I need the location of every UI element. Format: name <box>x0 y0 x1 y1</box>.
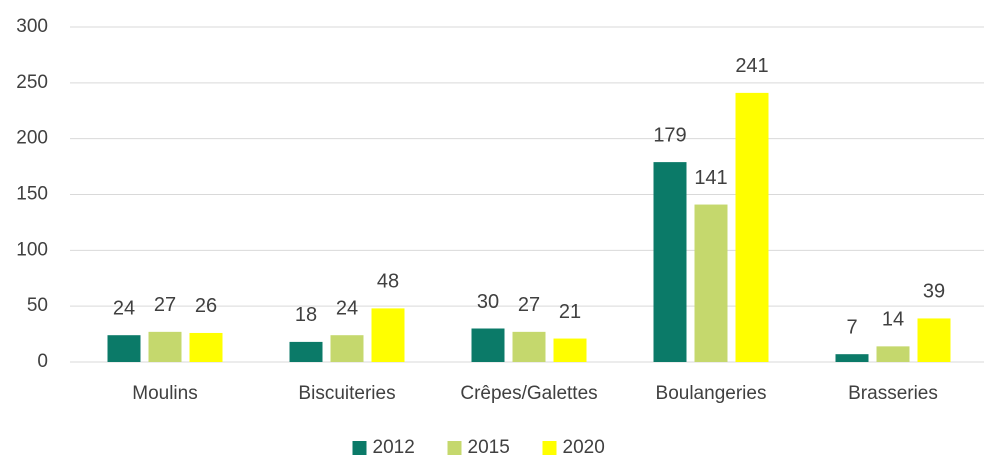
y-tick-label: 200 <box>16 128 48 149</box>
bar <box>835 354 869 362</box>
legend-swatch <box>352 441 367 455</box>
legend-swatch <box>542 441 557 455</box>
bar <box>107 335 141 362</box>
bar <box>189 332 223 362</box>
value-label: 26 <box>195 295 217 317</box>
legend-label: 2015 <box>468 437 510 458</box>
legend-label: 2020 <box>563 437 605 458</box>
bar <box>876 346 910 362</box>
x-tick-label: Boulangeries <box>656 383 767 404</box>
bar <box>289 341 323 362</box>
legend-label: 2012 <box>373 437 415 458</box>
bar <box>553 338 587 362</box>
value-label: 7 <box>846 316 857 338</box>
y-tick-label: 150 <box>16 184 48 205</box>
bar <box>694 204 728 362</box>
value-label: 21 <box>559 301 581 323</box>
legend-swatch <box>447 441 462 455</box>
y-tick-label: 100 <box>16 239 48 260</box>
value-label: 24 <box>336 297 358 319</box>
y-tick-label: 50 <box>27 295 48 316</box>
bar <box>653 162 687 362</box>
value-label: 24 <box>113 297 135 319</box>
value-label: 241 <box>735 55 768 77</box>
value-label: 179 <box>653 124 686 146</box>
value-label: 30 <box>477 291 499 313</box>
y-tick-label: 0 <box>37 351 48 372</box>
value-label: 141 <box>694 167 727 189</box>
value-label: 18 <box>295 304 317 326</box>
bar <box>371 308 405 362</box>
y-tick-label: 250 <box>16 72 48 93</box>
x-tick-label: Biscuiteries <box>298 383 395 404</box>
value-label: 27 <box>154 294 176 316</box>
value-label: 14 <box>882 309 904 331</box>
bar <box>917 318 951 362</box>
x-tick-label: Crêpes/Galettes <box>460 383 597 404</box>
bar <box>512 331 546 362</box>
bar <box>471 328 505 362</box>
bar <box>735 92 769 362</box>
y-tick-label: 300 <box>16 16 48 37</box>
bar <box>330 335 364 362</box>
x-tick-label: Moulins <box>132 383 197 404</box>
value-label: 39 <box>923 281 945 303</box>
x-tick-label: Brasseries <box>848 383 938 404</box>
value-label: 48 <box>377 271 399 293</box>
bar <box>148 331 182 362</box>
value-label: 27 <box>518 294 540 316</box>
